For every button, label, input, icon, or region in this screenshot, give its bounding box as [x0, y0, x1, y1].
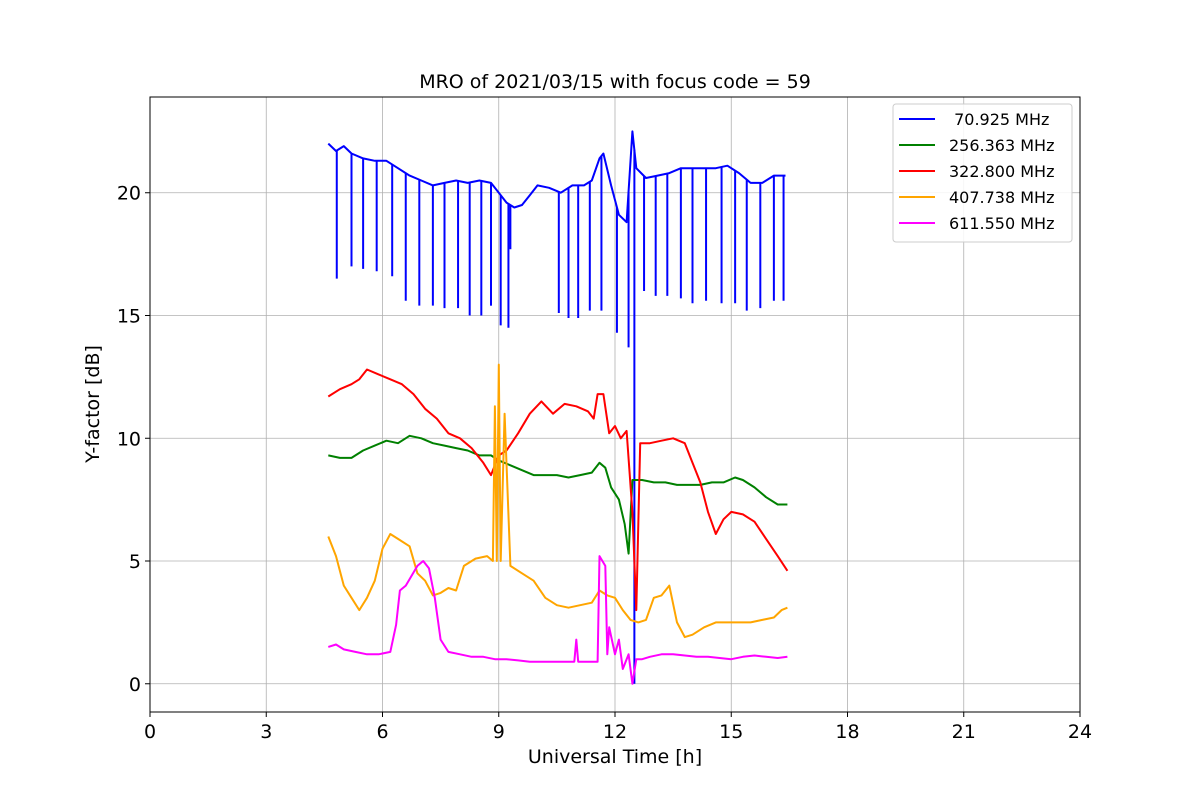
- y-axis-label: Y-factor [dB]: [82, 345, 104, 464]
- chart-title: MRO of 2021/03/15 with focus code = 59: [419, 71, 811, 93]
- legend-label: 70.925 MHz: [949, 110, 1049, 129]
- x-tick-label: 6: [376, 721, 388, 743]
- y-tick-label: 10: [117, 428, 141, 450]
- x-tick-label: 21: [952, 721, 976, 743]
- series-line: [328, 555, 788, 685]
- legend-label: 322.800 MHz: [949, 162, 1054, 181]
- x-tick-label: 0: [144, 721, 156, 743]
- series-line: [327, 363, 788, 639]
- x-tick-label: 12: [603, 721, 627, 743]
- y-tick-label: 20: [117, 183, 141, 205]
- x-tick-label: 15: [719, 721, 743, 743]
- series-line: [328, 434, 788, 555]
- y-tick-label: 0: [129, 674, 141, 696]
- x-tick-label: 3: [260, 721, 272, 743]
- legend-label: 256.363 MHz: [949, 136, 1054, 155]
- y-tick-label: 5: [129, 551, 141, 573]
- y-tick-label: 15: [117, 306, 141, 328]
- series-line: [327, 368, 789, 612]
- x-tick-label: 24: [1068, 721, 1092, 743]
- legend-label: 611.550 MHz: [949, 214, 1054, 233]
- x-tick-label: 18: [835, 721, 859, 743]
- legend-label: 407.738 MHz: [949, 188, 1054, 207]
- legend-box: [892, 103, 1073, 243]
- x-tick-label: 9: [493, 721, 505, 743]
- legend: 70.925 MHz 256.363 MHz 322.800 MHz 407.738 …: [892, 103, 1073, 243]
- x-axis-label: Universal Time [h]: [528, 746, 702, 768]
